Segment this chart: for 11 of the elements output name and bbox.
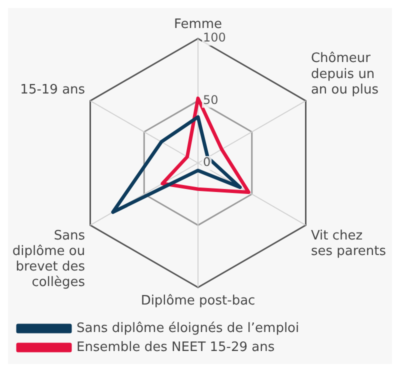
legend-label: Sans diplôme éloignés de l’emploi	[76, 320, 300, 336]
spoke-label: Sans diplôme ou brevet des collèges	[12, 228, 86, 290]
spoke-label: 15-19 ans	[20, 82, 86, 98]
spoke-label: Diplôme post-bac	[140, 294, 256, 309]
spoke-label: Vit chez ses parents	[310, 228, 386, 259]
legend-label: Ensemble des NEET 15-29 ans	[76, 340, 275, 355]
y-tick-label: 50	[203, 92, 218, 107]
spoke-label: Chômeur depuis un an ou plus	[310, 51, 379, 98]
y-tick-label: 0	[203, 155, 211, 170]
spoke-label: Femme	[174, 17, 222, 32]
y-tick-label: 100	[203, 30, 226, 45]
